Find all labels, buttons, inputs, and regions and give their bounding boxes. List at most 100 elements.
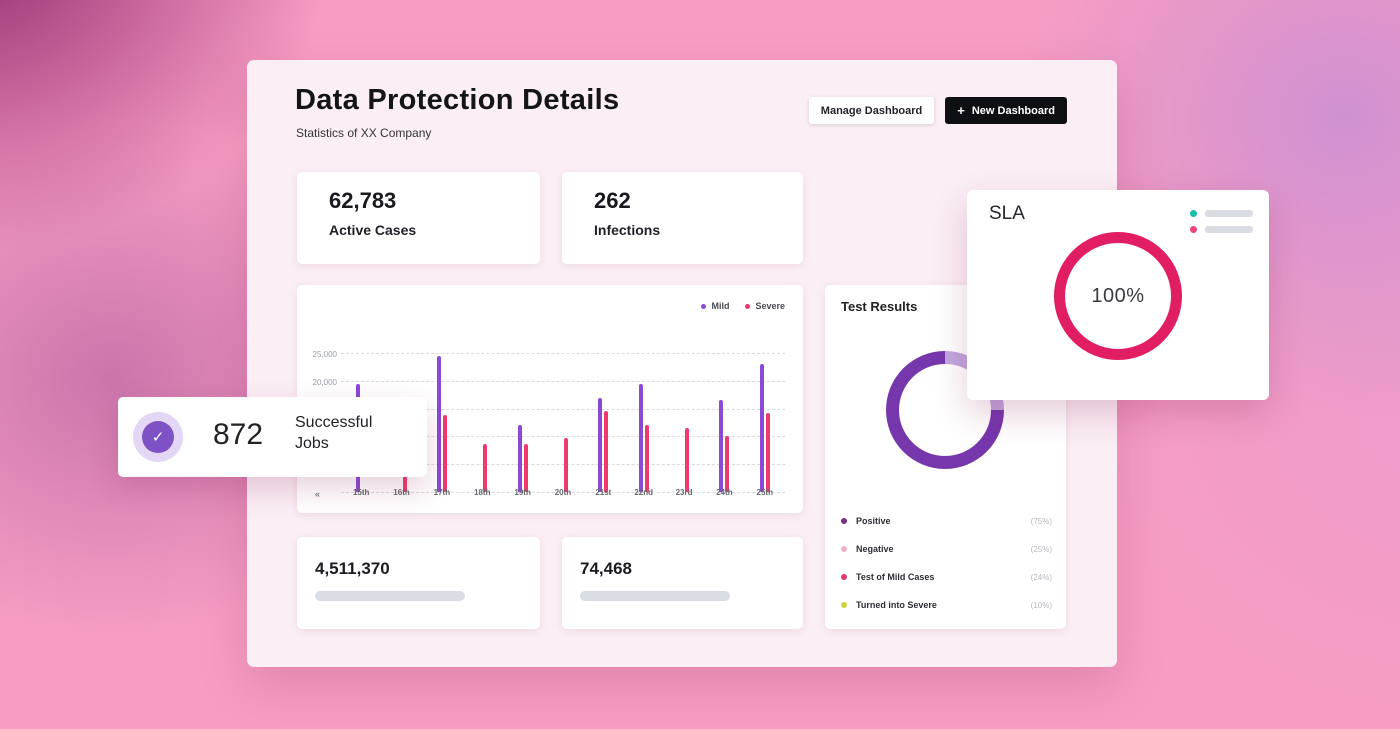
tests-value: 74,468	[580, 559, 632, 578]
sla-ring: 100%	[1054, 232, 1182, 360]
tests-card: 74,468	[562, 537, 803, 629]
legend-row-severe: Turned into Severe (10%)	[841, 591, 1052, 619]
new-dashboard-button[interactable]: + New Dashboard	[945, 97, 1067, 124]
positive-dot	[841, 518, 847, 524]
bar-group	[558, 342, 568, 492]
x-axis-label: 25th	[756, 488, 773, 497]
pink-dot	[1190, 226, 1197, 233]
active-cases-value: 62,783	[329, 188, 397, 213]
teal-dot	[1190, 210, 1197, 217]
x-axis-label: 20th	[554, 488, 572, 497]
severe-legend-dot	[745, 304, 751, 309]
active-cases-card: 62,783 Active Cases	[297, 172, 540, 264]
bar-group	[679, 342, 690, 492]
placeholder-bar	[1205, 210, 1253, 217]
x-axis-label: 15th	[352, 488, 370, 497]
bar-group	[759, 342, 770, 492]
x-axis-label: 16th	[393, 488, 410, 497]
mild-cases-dot	[841, 574, 847, 580]
severe-pct: (10%)	[1030, 600, 1052, 610]
bar-severe	[604, 411, 609, 492]
successful-jobs-card: ✓ 872 Successful Jobs	[118, 397, 427, 477]
bar-severe	[483, 444, 488, 492]
positive-pct: (75%)	[1030, 516, 1052, 526]
gridline	[341, 492, 785, 493]
bar-group	[477, 342, 488, 492]
x-axis-label: 19th	[514, 488, 531, 497]
infections-card: 262 Infections	[562, 172, 803, 264]
legend-row-positive: Positive (75%)	[841, 507, 1052, 535]
placeholder-bar	[1205, 226, 1253, 233]
header-actions: Manage Dashboard + New Dashboard	[808, 97, 1067, 124]
jobs-label: Successful Jobs	[295, 414, 373, 452]
placeholder-bar	[315, 591, 465, 601]
sla-card: SLA 100%	[967, 190, 1269, 400]
page-title: Data Protection Details	[295, 84, 620, 116]
negative-label: Negative	[856, 544, 894, 554]
y-tick-label: 20,000	[312, 378, 337, 387]
bar-severe	[563, 438, 568, 492]
mild-cases-pct: (24%)	[1030, 572, 1052, 582]
bar-mild	[759, 364, 764, 492]
negative-pct: (25%)	[1030, 544, 1052, 554]
bar-chart-legend: Mild Severe	[701, 301, 785, 311]
test-results-title: Test Results	[841, 299, 918, 314]
y-tick-label: 25,000	[312, 350, 337, 359]
negative-dot	[841, 546, 847, 552]
test-results-legend: Positive (75%) Negative (25%) Test of Mi…	[841, 507, 1052, 619]
infections-value: 262	[594, 188, 631, 213]
manage-dashboard-button[interactable]: Manage Dashboard	[808, 97, 935, 124]
bar-group	[719, 342, 730, 492]
plus-icon: +	[957, 103, 965, 118]
legend-item-mild[interactable]: Mild	[701, 301, 729, 311]
sla-legend	[1190, 210, 1253, 233]
positive-label: Positive	[856, 516, 891, 526]
bar-severe	[644, 425, 649, 492]
mild-legend-dot	[701, 304, 707, 309]
x-axis-label: 23rd	[675, 488, 693, 497]
bar-mild	[436, 356, 441, 492]
bar-mild	[719, 400, 724, 492]
bar-severe	[442, 415, 447, 492]
mild-cases-label: Test of Mild Cases	[856, 572, 935, 582]
jobs-value: 872	[213, 418, 264, 451]
severe-legend-label: Severe	[755, 301, 785, 311]
sla-title: SLA	[989, 203, 1025, 224]
bar-chart-xaxis: « 15th 16th 17th 18th 19th 20th 21st 22nd 23rd 24…	[315, 488, 785, 500]
bar-mild	[638, 384, 643, 492]
pager-prev-icon[interactable]: «	[315, 489, 321, 499]
severe-label: Turned into Severe	[856, 600, 937, 610]
test-results-card: Test Results Positive (75%) Negative (25…	[825, 285, 1066, 629]
new-dashboard-label: New Dashboard	[971, 104, 1055, 117]
sla-legend-row	[1190, 226, 1253, 233]
sla-value: 100%	[1091, 284, 1145, 307]
legend-row-mild-cases: Test of Mild Cases (24%)	[841, 563, 1052, 591]
severe-dot	[841, 602, 847, 608]
bar-group	[517, 342, 528, 492]
records-value: 4,511,370	[315, 559, 390, 578]
page-subtitle: Statistics of XX Company	[296, 126, 432, 140]
gridline: 20,000	[313, 378, 785, 387]
bar-group	[436, 342, 447, 492]
gridline	[341, 436, 785, 437]
check-icon: ✓	[142, 421, 174, 453]
active-cases-label: Active Cases	[329, 222, 417, 238]
x-axis-label: 18th	[474, 488, 491, 497]
bar-severe	[523, 444, 528, 492]
legend-row-negative: Negative (25%)	[841, 535, 1052, 563]
bar-chart-plot: 25,000 20,000	[313, 342, 785, 493]
bar-mild	[517, 425, 522, 492]
x-axis-label: 17th	[433, 488, 451, 497]
bar-group	[638, 342, 649, 492]
bar-severe	[725, 436, 730, 492]
bar-severe	[685, 428, 690, 492]
infections-label: Infections	[594, 222, 661, 238]
bar-group	[598, 342, 609, 492]
legend-item-severe[interactable]: Severe	[745, 301, 785, 311]
mild-legend-label: Mild	[711, 301, 730, 311]
bar-severe	[765, 413, 770, 492]
sla-legend-row	[1190, 210, 1253, 217]
records-card: 4,511,370	[297, 537, 540, 629]
check-circle: ✓	[133, 412, 183, 462]
gridline	[341, 409, 785, 410]
